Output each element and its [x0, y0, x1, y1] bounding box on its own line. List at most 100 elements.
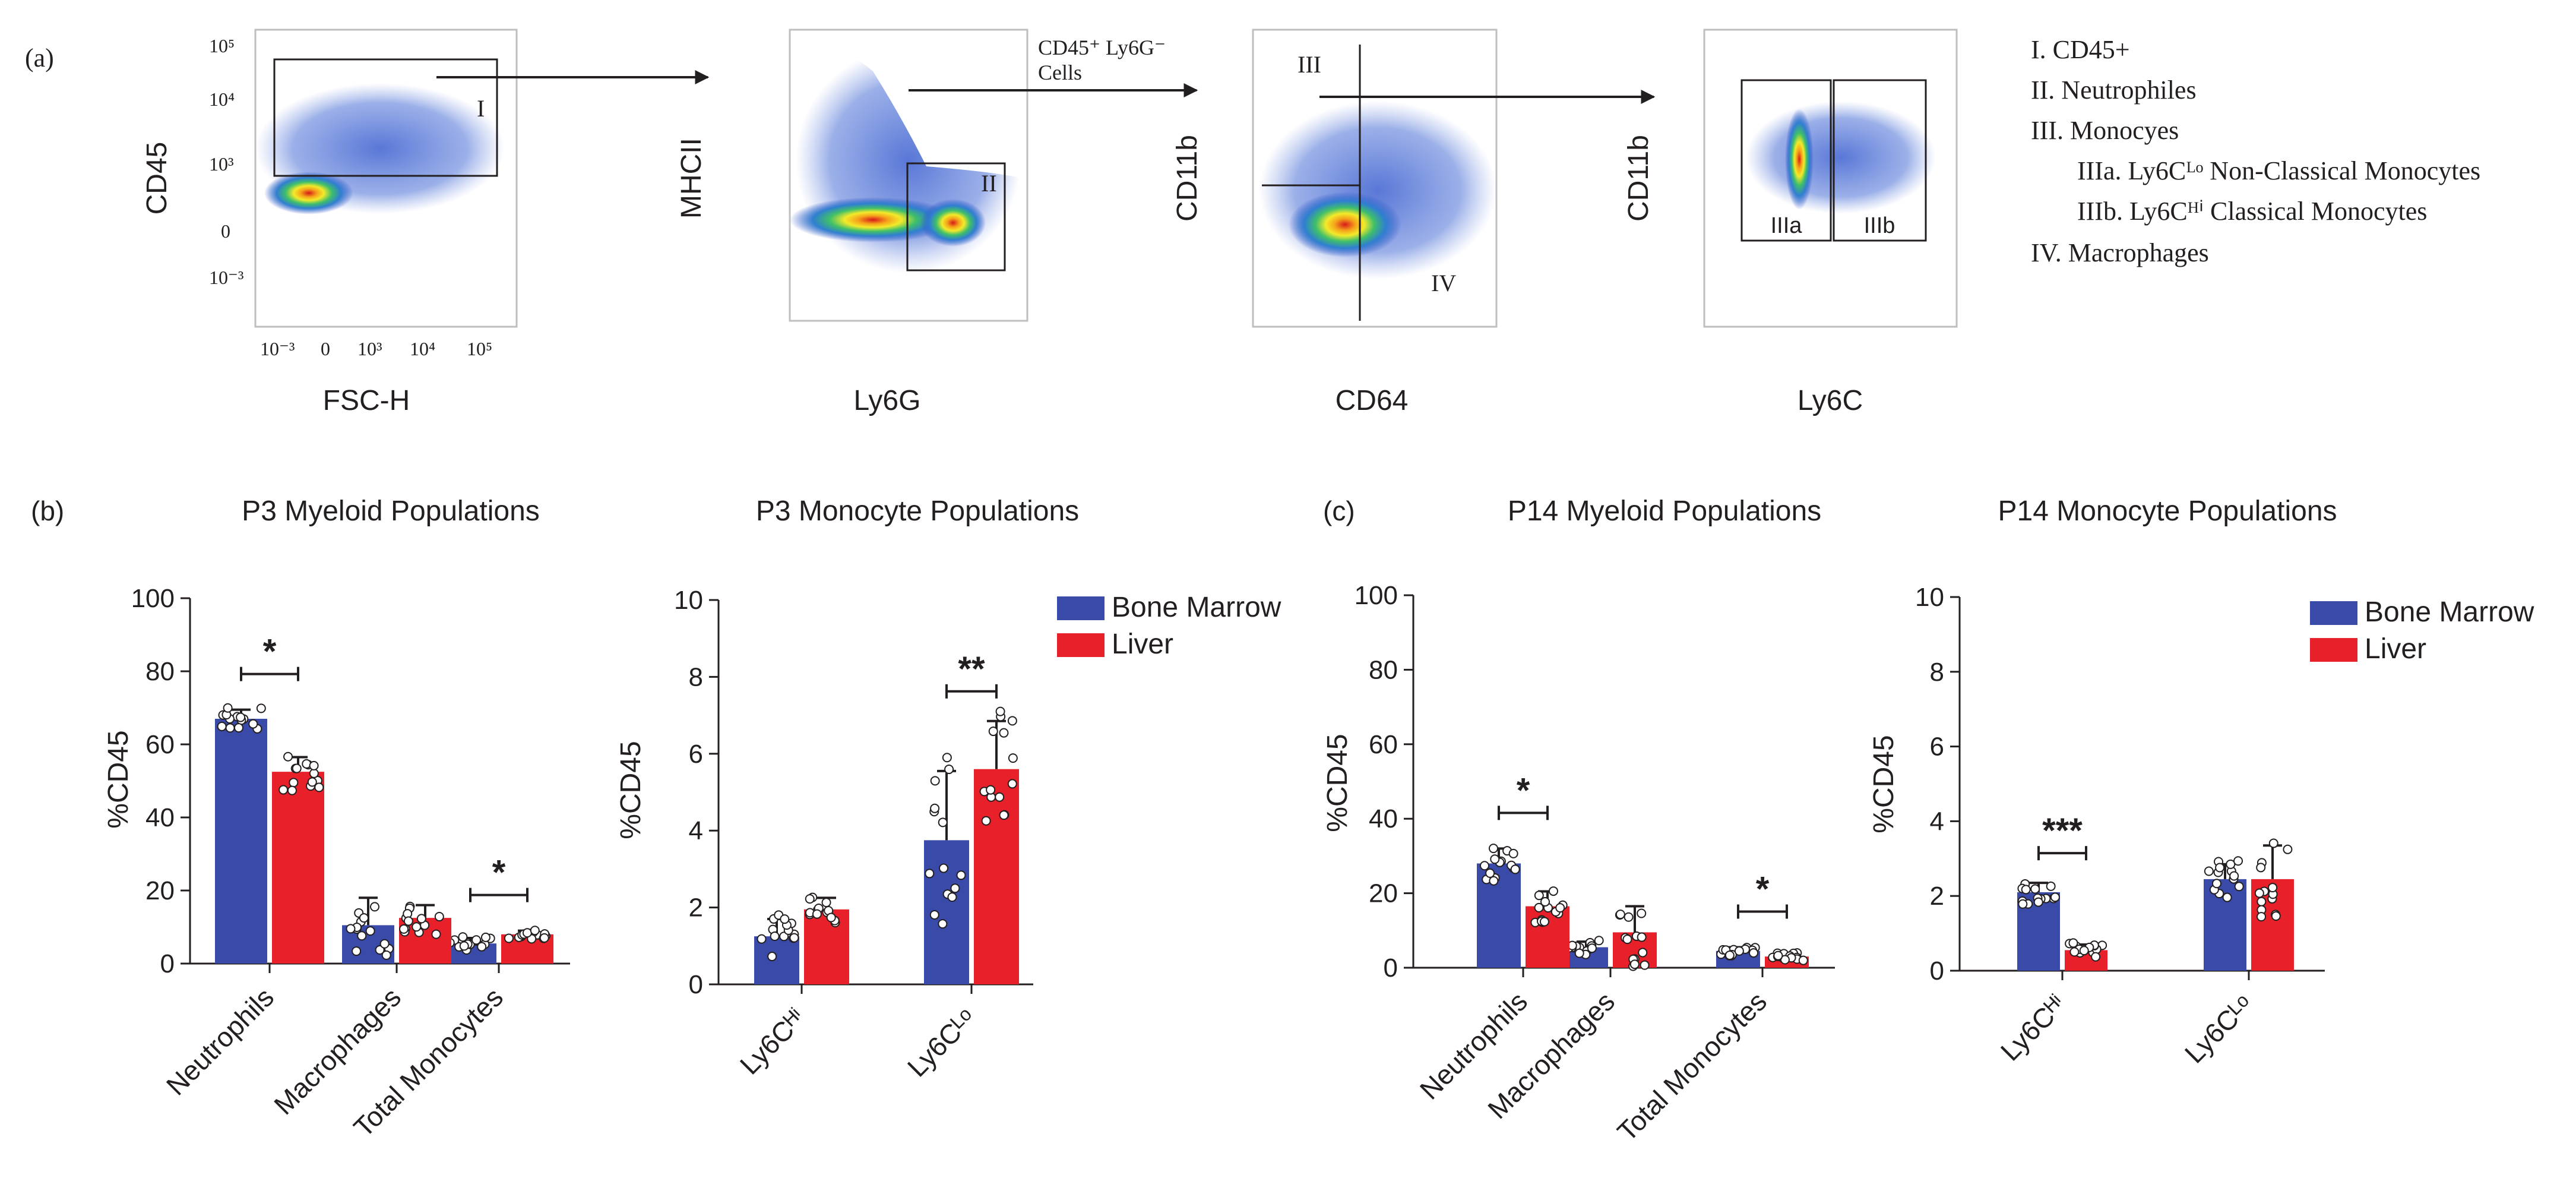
- data-point: [1007, 779, 1017, 789]
- data-point: [2271, 911, 2281, 921]
- data-point: [2233, 856, 2243, 866]
- data-point: [381, 950, 391, 960]
- gate-label-IIIa: IIIa: [1771, 213, 1803, 238]
- data-point: [1539, 917, 1549, 927]
- gate-I: [273, 58, 498, 177]
- legend-swatch-liver: [1057, 633, 1105, 657]
- data-point: [292, 763, 302, 773]
- data-point: [2068, 938, 2078, 948]
- data-point: [2257, 896, 2267, 907]
- gate-label-IV: IV: [1431, 270, 1456, 296]
- y-tick-label: 10: [674, 586, 703, 615]
- chart-p3-myeloid: P3 Myeloid Populations %CD45 0 20 40 60 80 10…: [103, 495, 570, 1143]
- flow-ytick: 10⁻³: [209, 267, 243, 288]
- data-point: [346, 924, 356, 934]
- data-point: [2257, 912, 2267, 922]
- data-point: [416, 914, 426, 924]
- flow-ylabel: MHCII: [676, 138, 707, 219]
- data-point: [471, 935, 482, 945]
- data-point: [1594, 936, 1604, 946]
- data-point: [2069, 947, 2080, 957]
- data-point: [1489, 876, 1499, 886]
- data-point: [403, 916, 413, 926]
- y-tick-label: 0: [1384, 953, 1398, 983]
- legend-label-bone-marrow: Bone Marrow: [2365, 596, 2534, 628]
- flow-plot-4: IIIa IIIb Ly6C CD11b: [1623, 29, 1958, 416]
- data-point: [1622, 934, 1632, 945]
- y-tick-label: 60: [1369, 730, 1398, 759]
- flow-ylabel: CD11b: [1172, 135, 1203, 222]
- data-point: [217, 721, 227, 731]
- y-tick-label: 100: [1355, 581, 1398, 610]
- gate-legend-item: IIIa. Ly6Cᴸᵒ Non-Classical Monocytes: [2077, 156, 2480, 185]
- y-tick-label: 4: [689, 816, 703, 845]
- data-point: [1479, 861, 1489, 871]
- data-point: [357, 931, 367, 941]
- significance-label: **: [958, 650, 985, 689]
- data-point: [950, 883, 960, 893]
- flow-xlabel: Ly6C: [1797, 385, 1863, 416]
- panel-label-a: (a): [25, 43, 54, 72]
- data-point: [981, 816, 991, 826]
- flow-plot-frame: [789, 29, 1028, 322]
- data-point: [1548, 886, 1558, 896]
- x-tick-label: Ly6Cᴸᵒ: [901, 1002, 982, 1082]
- data-point: [352, 946, 362, 956]
- chart-title: P3 Monocyte Populations: [756, 495, 1079, 527]
- x-tick-label: Total Monocytes: [1611, 986, 1773, 1147]
- bar: [215, 718, 267, 964]
- x-tick-label: Ly6Cᴴⁱ: [1995, 989, 2072, 1066]
- data-point: [821, 898, 831, 908]
- flow-xtick: 10⁻³: [260, 338, 295, 359]
- data-point: [1510, 864, 1520, 874]
- data-point: [925, 869, 935, 879]
- data-point: [477, 942, 487, 952]
- data-point: [399, 924, 409, 934]
- data-point: [1007, 716, 1017, 726]
- data-point: [1637, 932, 1647, 942]
- data-point: [1587, 943, 1597, 953]
- data-point: [930, 776, 940, 786]
- data-point: [1485, 868, 1495, 878]
- data-point: [939, 863, 949, 873]
- data-point: [365, 926, 375, 936]
- gate-II: [906, 162, 1006, 271]
- significance-label: ***: [2042, 811, 2083, 850]
- x-tick-label: Ly6Cᴴⁱ: [734, 1002, 812, 1080]
- legend-label-liver: Liver: [1112, 629, 1173, 660]
- data-point: [999, 728, 1009, 738]
- gate-label-III: III: [1298, 51, 1321, 78]
- chart-p3-monocyte: P3 Monocyte Populations %CD45 0 2 4 6 8 10 Ly6…: [615, 495, 1079, 1083]
- x-tick-label: Neutrophils: [160, 981, 280, 1101]
- flow-density-hotspot: [920, 199, 986, 247]
- data-point: [1798, 955, 1808, 965]
- data-point: [2268, 838, 2278, 848]
- flow-xtick: 10⁴: [410, 338, 435, 359]
- data-point: [504, 933, 514, 943]
- x-tick-label: Ly6Cᴸᵒ: [2179, 989, 2259, 1069]
- data-point: [283, 751, 293, 762]
- flow-xlabel: Ly6G: [854, 385, 921, 416]
- data-point: [780, 914, 790, 924]
- significance-label: *: [1756, 870, 1770, 909]
- data-point: [805, 894, 815, 904]
- gate-arrow-label: CD45⁺ Ly6G⁻: [1038, 36, 1166, 59]
- data-point: [2079, 946, 2089, 956]
- flow-density-hotspot: [264, 172, 353, 214]
- data-point: [2268, 883, 2278, 893]
- flow-xlabel: CD64: [1336, 385, 1409, 416]
- gate-legend: I. CD45+ II. Neutrophiles III. Monocyes …: [2031, 35, 2480, 267]
- data-point: [2211, 879, 2221, 889]
- y-axis-label: %CD45: [1868, 735, 1900, 833]
- y-tick-label: 40: [1369, 804, 1398, 833]
- data-point: [2204, 866, 2214, 876]
- flow-ylabel: CD45: [141, 142, 173, 215]
- data-point: [307, 777, 317, 787]
- data-point: [767, 952, 777, 962]
- data-point: [929, 910, 939, 920]
- data-point: [431, 929, 441, 939]
- data-point: [359, 913, 369, 923]
- gate-IIIb: [1833, 79, 1927, 242]
- y-tick-label: 100: [131, 584, 175, 613]
- y-axis-label: %CD45: [103, 730, 134, 828]
